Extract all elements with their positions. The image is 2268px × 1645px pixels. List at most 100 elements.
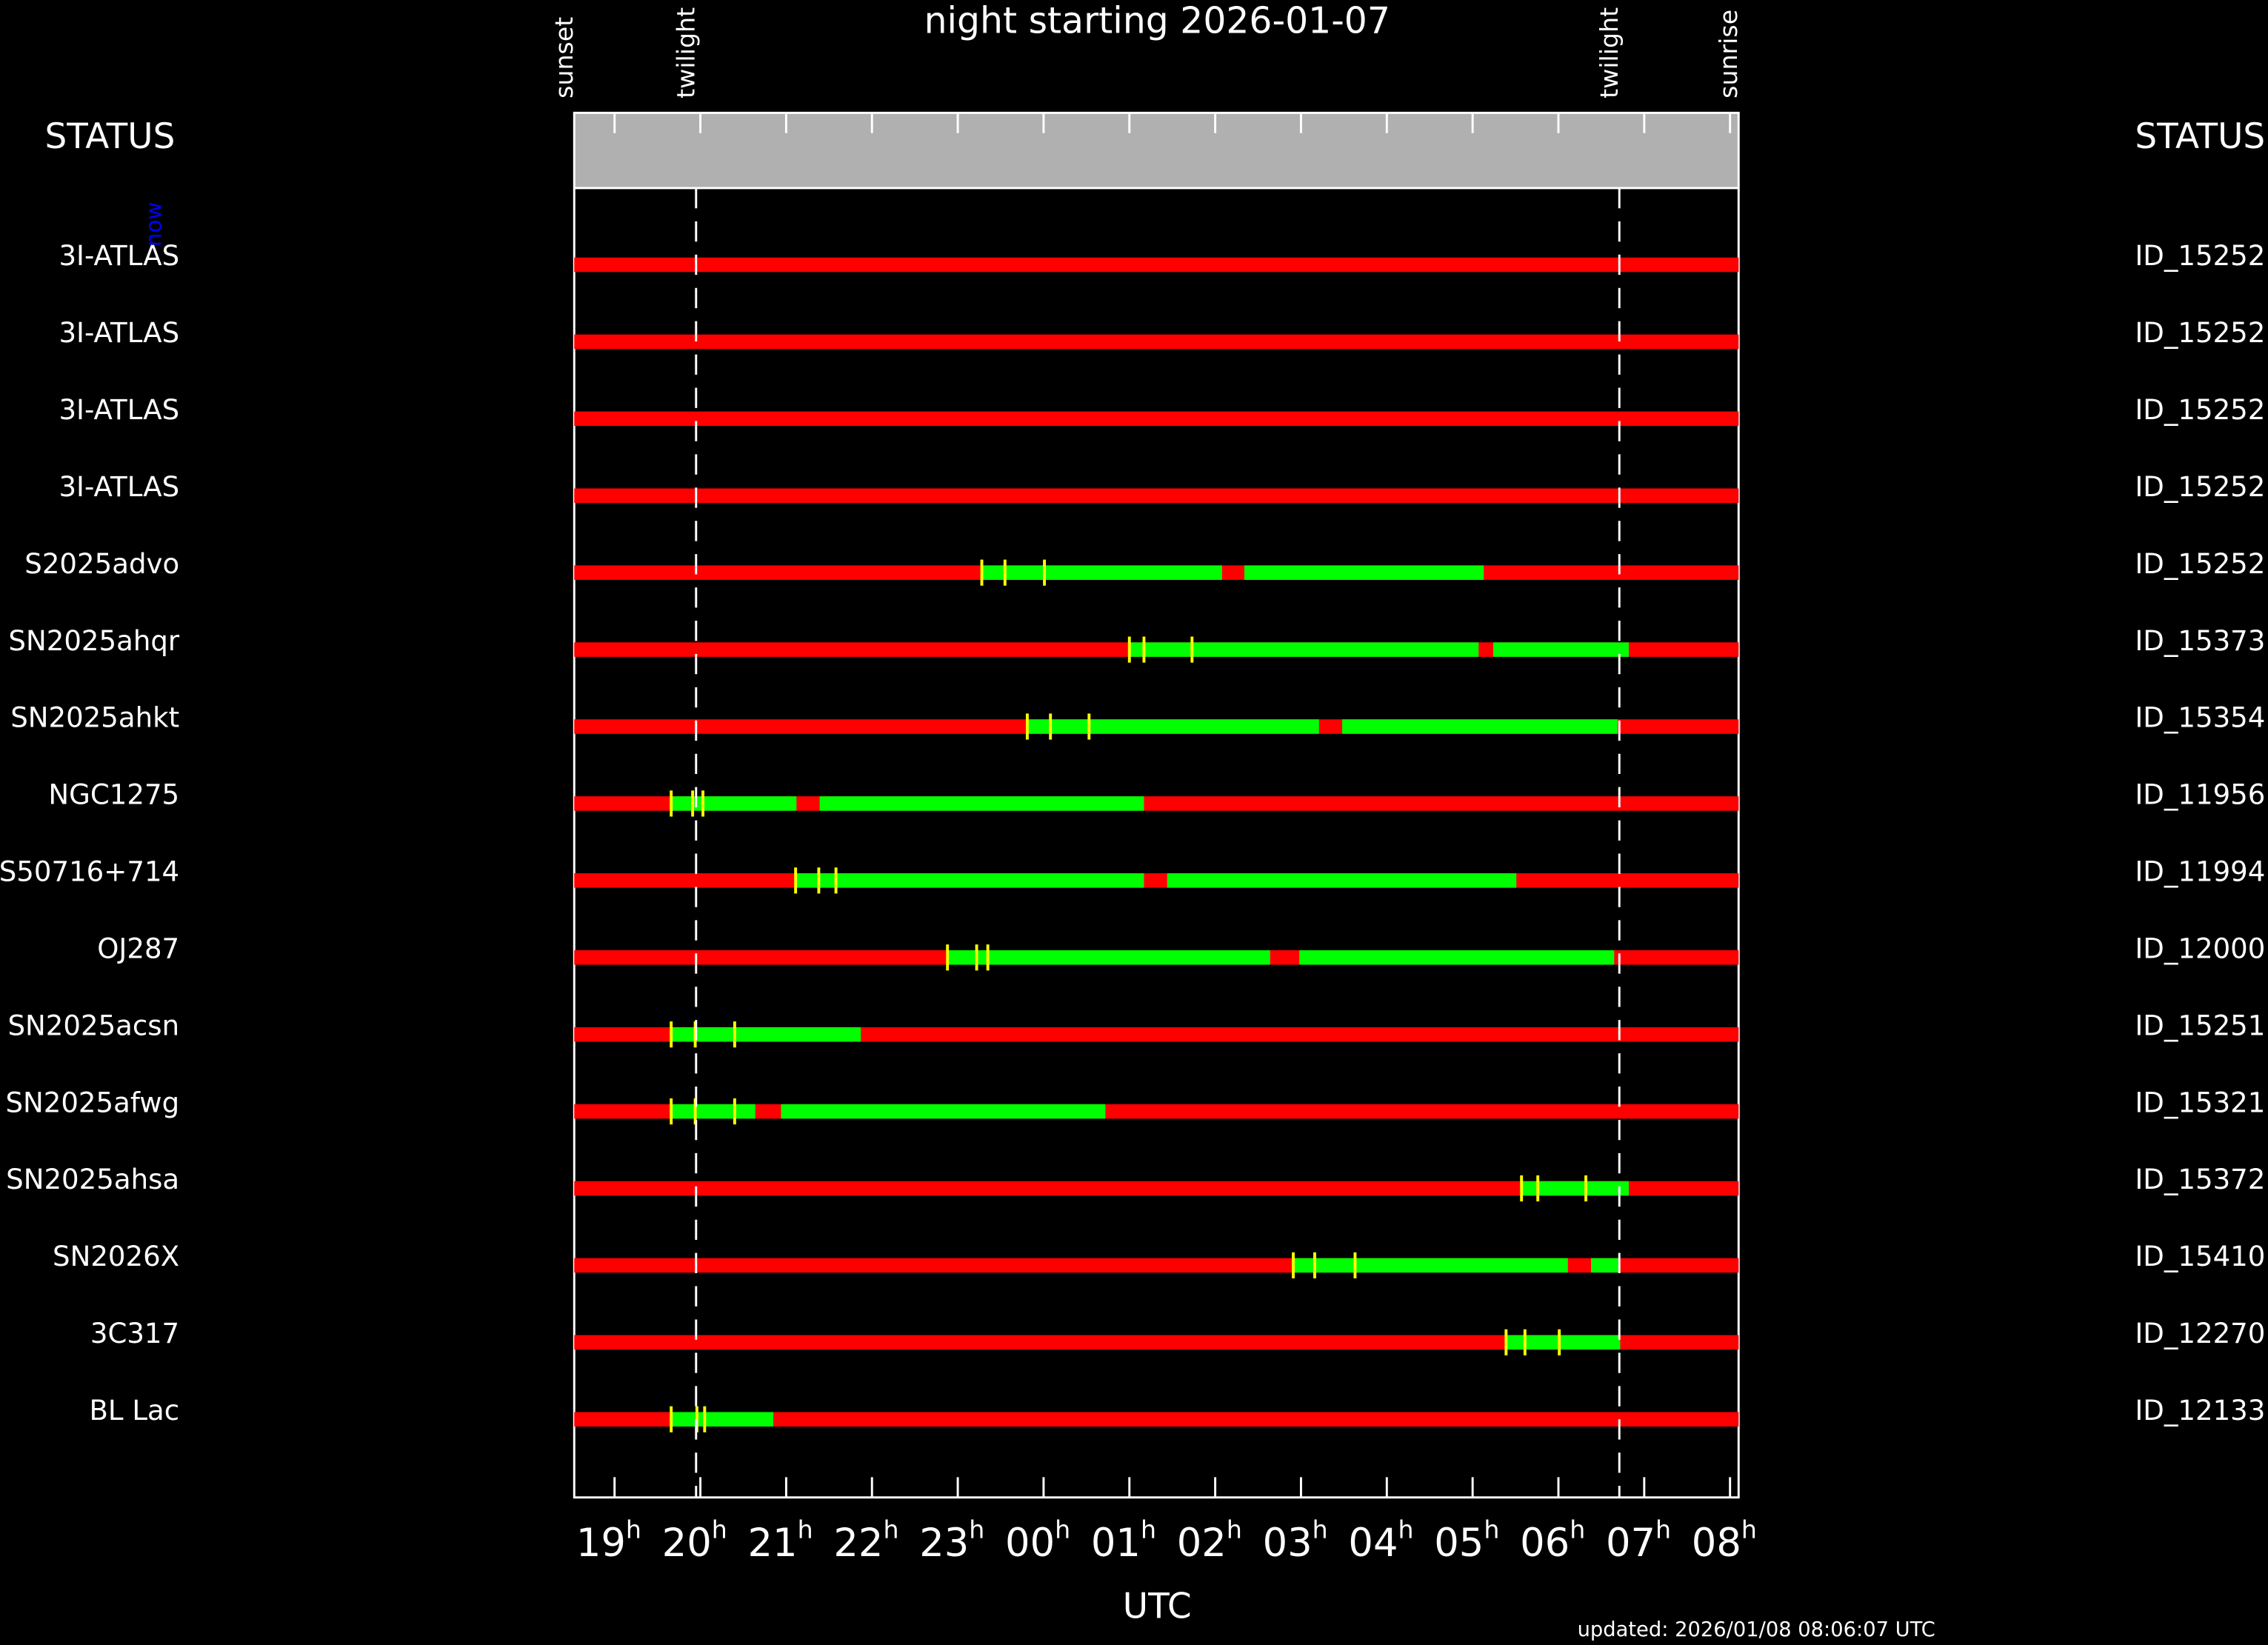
x-tick-hour: 03 xyxy=(1263,1521,1313,1566)
row-bar xyxy=(574,1335,1739,1350)
row-name: SN2025ahqr xyxy=(8,625,179,657)
observing-window xyxy=(981,565,1222,580)
observing-window xyxy=(1027,719,1319,734)
x-tick-unit: h xyxy=(1655,1515,1671,1544)
x-tick-label: 21h xyxy=(748,1515,813,1566)
row-bar xyxy=(574,488,1739,503)
row-bar xyxy=(574,1181,1739,1196)
row-bar xyxy=(574,873,1739,888)
observing-window xyxy=(671,796,797,811)
observing-window xyxy=(1506,1335,1621,1350)
status-band xyxy=(574,113,1739,188)
x-tick-unit: h xyxy=(1055,1515,1070,1544)
x-tick-hour: 07 xyxy=(1606,1521,1655,1566)
x-tick-hour: 08 xyxy=(1692,1521,1741,1566)
x-tick-unit: h xyxy=(1227,1515,1242,1544)
x-tick-label: 02h xyxy=(1177,1515,1242,1566)
row-name: SN2025afwg xyxy=(5,1087,179,1118)
observing-window xyxy=(671,1104,756,1119)
x-tick-unit: h xyxy=(1313,1515,1328,1544)
observing-window xyxy=(1299,950,1615,965)
x-tick-label: 03h xyxy=(1263,1515,1328,1566)
x-tick-unit: h xyxy=(712,1515,727,1544)
row-id: ID_15373 xyxy=(2135,625,2265,657)
status-header-right: STATUS xyxy=(2135,116,2265,157)
x-tick-hour: 20 xyxy=(662,1521,712,1566)
row-id: ID_15252 xyxy=(2135,394,2265,426)
x-tick-label: 06h xyxy=(1520,1515,1585,1566)
marker-label: sunset xyxy=(550,17,578,99)
row-id: ID_15372 xyxy=(2135,1164,2265,1195)
row-id: ID_15354 xyxy=(2135,702,2265,734)
observing-window xyxy=(1521,1181,1629,1196)
x-tick-unit: h xyxy=(626,1515,641,1544)
update-footer: updated: 2026/01/08 08:06:07 UTC xyxy=(1578,1618,1935,1641)
row-id: ID_11994 xyxy=(2135,856,2265,888)
row-name: 3I-ATLAS xyxy=(59,240,179,272)
observing-window xyxy=(1492,642,1629,657)
marker-label: sunrise xyxy=(1714,10,1743,99)
row-name: OJ287 xyxy=(97,932,179,964)
row-id: ID_15321 xyxy=(2135,1087,2265,1118)
x-tick-label: 07h xyxy=(1606,1515,1671,1566)
chart-title: night starting 2026-01-07 xyxy=(924,0,1390,41)
row-id: ID_12270 xyxy=(2135,1318,2265,1349)
row-id: ID_11956 xyxy=(2135,779,2265,811)
row-name: 3I-ATLAS xyxy=(59,394,179,426)
row-name: NGC1275 xyxy=(48,779,179,811)
observing-window xyxy=(1342,719,1618,734)
x-tick-unit: h xyxy=(1141,1515,1156,1544)
row-bar xyxy=(574,1412,1739,1427)
x-tick-hour: 22 xyxy=(833,1521,883,1566)
observing-window xyxy=(819,796,1144,811)
x-tick-hour: 05 xyxy=(1434,1521,1484,1566)
x-tick-hour: 21 xyxy=(748,1521,798,1566)
row-id: ID_15251 xyxy=(2135,1010,2265,1041)
observing-window xyxy=(781,1104,1106,1119)
x-tick-hour: 02 xyxy=(1177,1521,1227,1566)
observing-window xyxy=(671,1027,861,1042)
row-id: ID_15252 xyxy=(2135,240,2265,272)
x-tick-label: 20h xyxy=(662,1515,727,1566)
row-bar xyxy=(574,257,1739,273)
observing-window xyxy=(947,950,1270,965)
observing-window xyxy=(796,873,1144,888)
row-bar xyxy=(574,1027,1739,1042)
x-tick-unit: h xyxy=(798,1515,813,1544)
x-tick-hour: 00 xyxy=(1005,1521,1055,1566)
x-tick-unit: h xyxy=(1741,1515,1757,1544)
observing-window xyxy=(1167,873,1517,888)
row-id: ID_12000 xyxy=(2135,932,2265,964)
row-name: 3C317 xyxy=(90,1318,179,1349)
row-id: ID_12133 xyxy=(2135,1395,2265,1427)
x-tick-hour: 04 xyxy=(1348,1521,1398,1566)
x-tick-unit: h xyxy=(1570,1515,1585,1544)
x-axis-label: UTC xyxy=(1123,1586,1192,1627)
observing-window xyxy=(1293,1258,1568,1273)
row-name: BL Lac xyxy=(89,1395,179,1427)
x-tick-hour: 19 xyxy=(576,1521,626,1566)
row-id: ID_15252 xyxy=(2135,317,2265,349)
x-tick-unit: h xyxy=(883,1515,898,1544)
x-tick-label: 04h xyxy=(1348,1515,1413,1566)
x-tick-unit: h xyxy=(1398,1515,1414,1544)
now-marker: now xyxy=(141,202,166,247)
row-id: ID_15410 xyxy=(2135,1241,2265,1272)
x-tick-label: 23h xyxy=(919,1515,984,1566)
row-id: ID_15252 xyxy=(2135,471,2265,503)
x-tick-hour: 23 xyxy=(919,1521,969,1566)
x-tick-label: 19h xyxy=(576,1515,641,1566)
x-tick-label: 08h xyxy=(1692,1515,1757,1566)
x-tick-label: 00h xyxy=(1005,1515,1070,1566)
x-tick-hour: 06 xyxy=(1520,1521,1570,1566)
x-tick-unit: h xyxy=(969,1515,984,1544)
row-name: 3I-ATLAS xyxy=(59,317,179,349)
row-name: S50716+714 xyxy=(0,856,179,888)
row-name: SN2025ahsa xyxy=(6,1164,179,1195)
observing-window xyxy=(1244,565,1484,580)
row-name: SN2026X xyxy=(53,1241,179,1272)
marker-label: twilight xyxy=(672,7,701,99)
row-name: S2025advo xyxy=(24,548,179,580)
